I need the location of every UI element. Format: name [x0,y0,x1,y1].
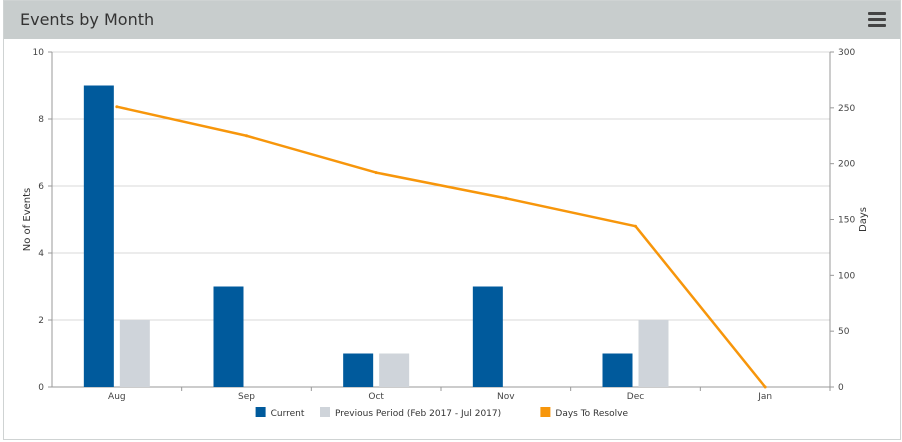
y-tick-label: 4 [38,249,44,259]
y2-tick-label: 150 [838,216,855,226]
line-point [634,224,637,228]
legend-label: Days To Resolve [555,409,628,419]
hamburger-menu-icon[interactable] [868,12,886,28]
y-axis-title: No of Events [22,188,33,251]
legend-label: Current [271,409,305,419]
y2-tick-label: 50 [838,327,850,337]
bar-current [213,286,244,387]
y-tick-label: 6 [38,182,44,192]
bar-current [343,353,374,387]
legend-swatch [320,407,330,417]
x-tick-label: Sep [238,392,255,402]
bar-previous-period-feb-2017-jul-2017 [379,353,410,387]
y2-tick-label: 250 [838,104,855,114]
y2-tick-label: 100 [838,271,855,281]
line-point [245,134,248,138]
y-tick-label: 2 [38,316,44,326]
x-tick-label: Oct [368,392,384,402]
legend-swatch [540,407,551,417]
bar-current [602,353,633,387]
legend-label: Previous Period (Feb 2017 - Jul 2017) [335,409,501,419]
bar-previous-period-feb-2017-jul-2017 [638,320,669,387]
bar-current [83,85,114,387]
line-point [115,105,119,109]
y2-axis-title: Days [858,207,869,232]
line-point [763,385,767,389]
y2-tick-label: 300 [838,48,855,58]
panel-title: Events by Month [20,10,155,29]
x-tick-label: Jan [757,392,772,402]
y2-tick-label: 0 [838,383,844,393]
bar-previous-period-feb-2017-jul-2017 [119,320,150,387]
x-tick-label: Aug [108,392,126,402]
y-tick-label: 0 [38,383,44,393]
chart-panel: Events by Month [3,0,901,440]
bar-current [472,286,503,387]
line-point [374,171,378,175]
y2-tick-label: 200 [838,160,855,170]
line-point [504,196,508,200]
x-tick-label: Dec [627,392,644,402]
y-tick-label: 8 [38,115,44,125]
x-tick-label: Nov [497,392,515,402]
y-tick-label: 10 [33,48,45,58]
line-days-to-resolve [116,105,767,388]
legend-swatch [255,407,266,417]
panel-header: Events by Month [4,1,900,39]
